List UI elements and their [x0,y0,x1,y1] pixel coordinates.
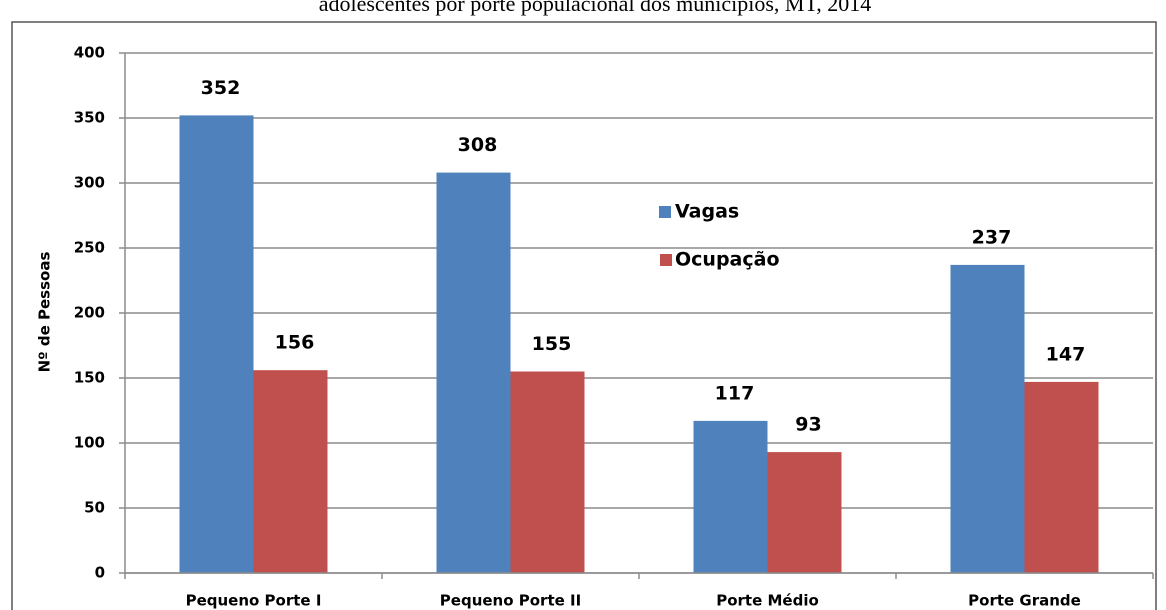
y-tick-label: 300 [74,174,105,192]
data-label: 155 [532,333,572,355]
x-tick-label: Pequeno Porte II [440,592,581,610]
data-label: 117 [715,382,755,404]
data-label: 147 [1046,343,1086,365]
y-tick-label: 400 [74,44,105,62]
y-tick-label: 100 [74,434,105,452]
y-tick-label: 50 [84,499,105,517]
legend-label: Ocupação [675,249,780,271]
chart-title: adolescentes por porte populacional dos … [319,0,872,16]
data-label: 352 [201,77,241,99]
y-tick-label: 250 [74,239,105,257]
y-axis-label: Nº de Pessoas [36,252,54,373]
data-label: 93 [795,414,821,436]
y-tick-label: 350 [74,109,105,127]
legend-swatch [659,206,671,218]
x-tick-label: Porte Grande [968,592,1081,610]
x-tick-label: Porte Médio [716,592,819,610]
data-label: 156 [275,332,315,354]
y-tick-label: 0 [95,564,105,582]
bar [510,371,585,573]
legend-swatch [660,254,672,266]
bar [693,420,768,573]
bar [1024,381,1099,573]
legend-label: Vagas [675,201,739,223]
x-tick-label: Pequeno Porte I [186,592,322,610]
bar [179,115,254,574]
y-tick-label: 200 [74,304,105,322]
bar [950,264,1025,573]
bar [253,370,328,573]
bar [767,452,842,573]
data-label: 237 [972,226,1012,248]
data-label: 308 [458,134,498,156]
y-tick-label: 150 [74,369,105,387]
bar [436,172,511,573]
